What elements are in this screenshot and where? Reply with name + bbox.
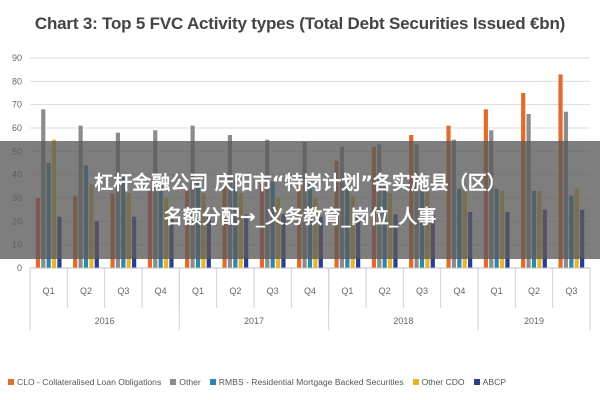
chart-title: Chart 3: Top 5 FVC Activity types (Total… <box>34 14 566 33</box>
legend-swatch <box>8 379 14 385</box>
legend-item: ABCP <box>473 377 507 387</box>
legend-item: Other CDO <box>412 377 465 387</box>
legend-label: Other <box>179 377 201 387</box>
year-label: 2018 <box>393 316 413 326</box>
chart-legend: CLO - Collateralised Loan Obligations Oth… <box>8 377 598 387</box>
y-tick-label: 0 <box>17 263 22 273</box>
y-tick-label: 80 <box>12 76 22 86</box>
legend-item: Other <box>170 377 201 387</box>
legend-swatch <box>209 379 216 385</box>
year-label: 2016 <box>95 316 115 326</box>
x-tick-label: Q2 <box>80 286 92 296</box>
legend-swatch <box>412 379 419 385</box>
y-tick-label: 60 <box>12 123 22 133</box>
legend-item: RMBS - Residential Mortgage Backed Secur… <box>209 377 404 387</box>
x-tick-label: Q3 <box>416 286 428 296</box>
x-tick-label: Q4 <box>453 286 465 296</box>
legend-swatch <box>473 379 480 385</box>
legend-label: RMBS - Residential Mortgage Backed Secur… <box>218 377 404 387</box>
x-tick-label: Q3 <box>117 286 129 296</box>
legend-label: ABCP <box>482 377 507 387</box>
x-tick-label: Q4 <box>304 286 316 296</box>
y-tick-label: 90 <box>12 53 22 63</box>
legend-label: CLO - Collateralised Loan Obligations <box>17 377 162 387</box>
x-tick-label: Q1 <box>341 286 353 296</box>
legend-swatch <box>170 379 177 385</box>
legend-label: Other CDO <box>421 377 465 387</box>
x-tick-label: Q1 <box>491 286 503 296</box>
x-tick-label: Q1 <box>192 286 204 296</box>
x-tick-label: Q2 <box>379 286 391 296</box>
overlay-text-line-2: 名额分配→_义务教育_岗位_人事 <box>163 206 437 228</box>
x-tick-label: Q3 <box>565 286 577 296</box>
x-tick-label: Q1 <box>43 286 55 296</box>
y-tick-label: 70 <box>12 100 22 110</box>
x-tick-label: Q3 <box>267 286 279 296</box>
overlay-text-line-1: 杠杆金融公司 庆阳市“特岗计划”各实施县（区） <box>94 172 506 194</box>
year-label: 2017 <box>244 316 264 326</box>
x-tick-label: Q2 <box>229 286 241 296</box>
x-tick-label: Q2 <box>528 286 540 296</box>
watermark-overlay-banner: 杠杆金融公司 庆阳市“特岗计划”各实施县（区） 名额分配→_义务教育_岗位_人事 <box>0 141 600 259</box>
year-label: 2019 <box>524 316 544 326</box>
x-tick-label: Q4 <box>155 286 167 296</box>
legend-item: CLO - Collateralised Loan Obligations <box>8 377 161 387</box>
